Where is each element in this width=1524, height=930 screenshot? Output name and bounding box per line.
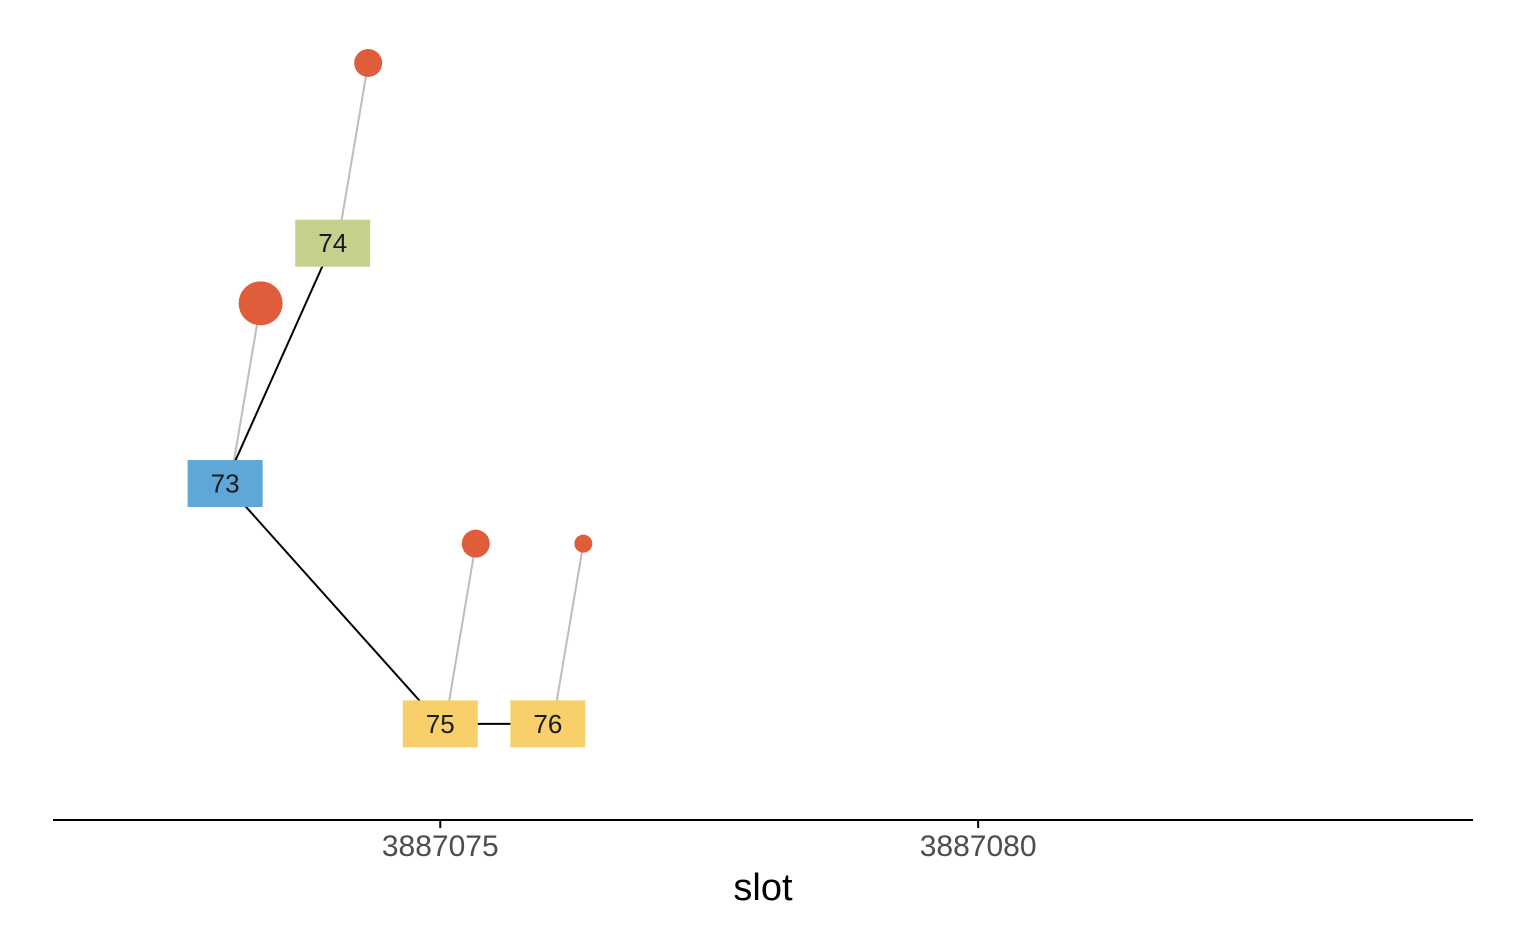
marker-74 (354, 49, 383, 77)
node-label-73: 73 (211, 469, 240, 499)
marker-link-76 (551, 543, 585, 725)
markers-layer (238, 49, 593, 558)
edge-73-75 (224, 482, 442, 725)
marker-76 (574, 534, 593, 553)
node-label-75: 75 (426, 709, 455, 739)
marker-75 (461, 529, 490, 558)
marker-link-75 (444, 543, 477, 725)
node-label-76: 76 (533, 709, 562, 739)
x-tick-label-1: 3887080 (920, 830, 1037, 863)
node-box-73 (187, 460, 263, 508)
node-box-75 (402, 700, 478, 748)
node-box-74 (295, 219, 371, 267)
node-74: 74 (295, 219, 371, 267)
node-label-74: 74 (318, 228, 347, 258)
x-axis: 3887075 3887080 slot (53, 819, 1473, 909)
edge-73-74 (224, 242, 334, 484)
marker-link-73 (229, 303, 262, 484)
marker-links-layer (229, 62, 585, 725)
marker-73 (238, 281, 283, 326)
x-tick-label-0: 3887075 (382, 830, 499, 863)
node-75: 75 (402, 700, 478, 748)
x-axis-title: slot (733, 867, 793, 909)
marker-link-74 (336, 62, 370, 244)
nodes-layer: 73 74 75 76 (187, 219, 586, 748)
x-axis-ticks: 3887075 3887080 (382, 820, 1037, 863)
node-73: 73 (187, 460, 263, 508)
node-76: 76 (510, 700, 586, 748)
node-box-76 (510, 700, 586, 748)
